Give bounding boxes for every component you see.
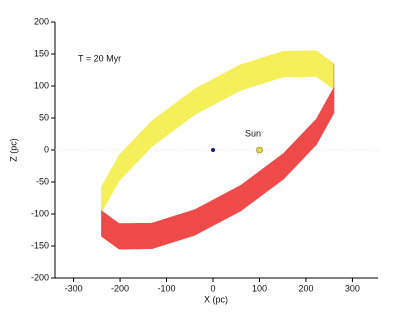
y-tick-label: 0 — [44, 144, 49, 154]
ribbon-segment — [194, 184, 242, 236]
point — [256, 146, 263, 154]
ribbon-segment — [101, 154, 120, 214]
x-tick-label: -100 — [158, 283, 176, 293]
ribbon-segment — [283, 50, 317, 78]
y-axis-label: Z (pc) — [8, 138, 18, 162]
ribbon-segment — [240, 152, 284, 212]
x-tick-label: -200 — [111, 283, 129, 293]
y-tick-label: -200 — [31, 272, 49, 282]
x-tick-label: 300 — [345, 283, 360, 293]
point — [211, 148, 216, 152]
y-tick-label: 150 — [34, 48, 49, 58]
y-tick-label: 200 — [34, 16, 49, 26]
y-tick-label: 100 — [34, 80, 49, 90]
ribbon-segment — [118, 120, 153, 182]
x-tick-label: -300 — [65, 283, 83, 293]
ribbon-segment — [101, 210, 120, 250]
ribbon-segment — [283, 118, 317, 180]
y-tick-label: -50 — [36, 176, 49, 186]
ribbon-segment — [315, 50, 335, 90]
ribbon-segment — [194, 64, 241, 116]
annotation: Sun — [245, 128, 261, 138]
x-tick-label: 100 — [252, 283, 267, 293]
ribbon-segment — [151, 88, 195, 148]
ribbon-segment — [118, 222, 153, 250]
x-tick-label: 200 — [298, 283, 313, 293]
ribbon-segment — [240, 50, 284, 91]
ribbon-segment — [151, 209, 195, 250]
ribbon-segment — [315, 86, 335, 146]
x-axis-label: X (pc) — [204, 294, 228, 304]
annotation: T = 20 Myr — [78, 53, 121, 63]
x-tick-label: 0 — [211, 283, 216, 293]
y-tick-label: -100 — [31, 208, 49, 218]
y-tick-label: 50 — [39, 112, 49, 122]
y-tick-label: -150 — [31, 240, 49, 250]
